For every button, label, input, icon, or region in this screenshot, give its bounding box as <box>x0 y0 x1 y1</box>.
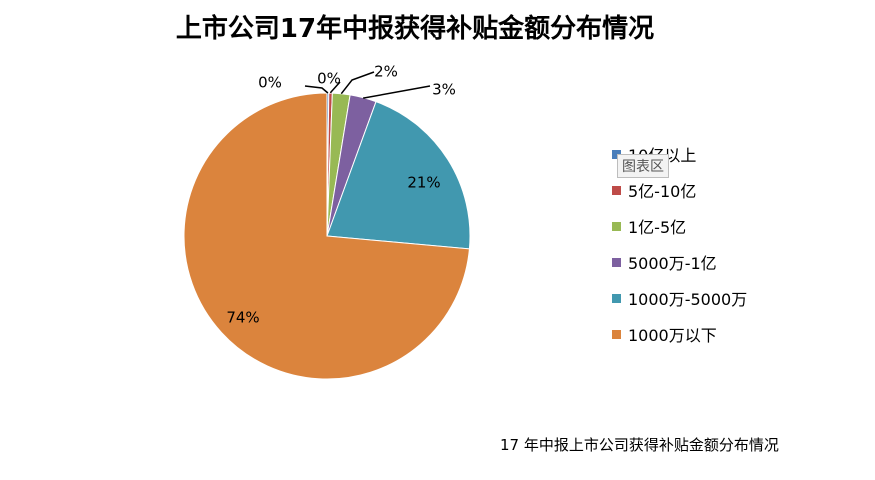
data-label: 21% <box>407 174 440 192</box>
legend-swatch <box>612 221 621 231</box>
legend-swatch <box>612 185 621 195</box>
legend-item: 1000万-5000万 <box>612 280 747 316</box>
legend-label: 1亿-5亿 <box>628 218 687 237</box>
legend-item: 1000万以下 <box>612 316 747 352</box>
legend-label: 5000万-1亿 <box>628 254 717 273</box>
legend: 10亿以上 5亿-10亿 1亿-5亿 5000万-1亿 1000万-5000万 … <box>612 136 747 352</box>
pie-slice <box>326 101 471 250</box>
legend-label: 5亿-10亿 <box>628 182 697 201</box>
legend-label: 1000万以下 <box>628 326 717 345</box>
pie-slice <box>183 92 470 380</box>
legend-swatch <box>612 257 621 267</box>
leader-line <box>340 71 375 95</box>
legend-item: 5亿-10亿 <box>612 172 747 208</box>
data-label: 3% <box>432 81 456 99</box>
data-label: 0% <box>317 70 341 88</box>
data-label: 2% <box>374 63 398 81</box>
data-label: 74% <box>226 309 259 327</box>
legend-label: 1000万-5000万 <box>628 290 748 309</box>
legend-swatch <box>612 329 621 339</box>
legend-swatch <box>612 293 621 303</box>
data-label: 0% <box>258 74 282 92</box>
chart-area-tooltip: 图表区 <box>617 154 669 178</box>
leader-line <box>304 85 329 94</box>
footer-caption: 17 年中报上市公司获得补贴金额分布情况 <box>500 436 779 454</box>
leader-line <box>362 85 431 99</box>
legend-item: 1亿-5亿 <box>612 208 747 244</box>
leader-line <box>329 81 341 94</box>
chart-title: 上市公司17年中报获得补贴金额分布情况 <box>175 14 655 44</box>
legend-swatch <box>612 149 621 159</box>
legend-item: 5000万-1亿 <box>612 244 747 280</box>
